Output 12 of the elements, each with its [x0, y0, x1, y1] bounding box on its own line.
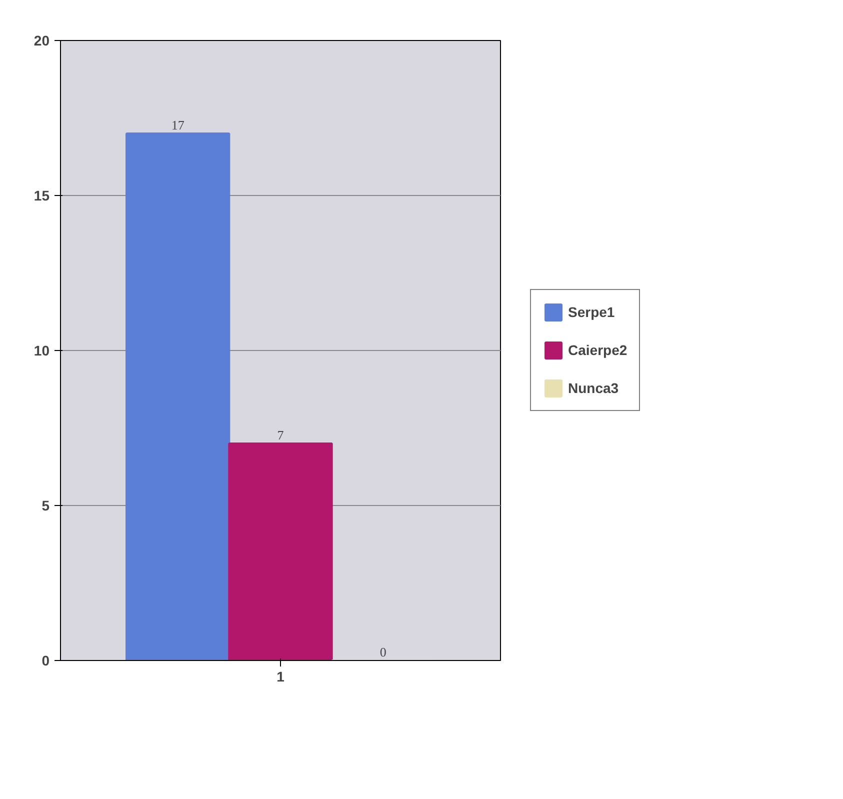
y-tick-label: 10	[34, 342, 50, 358]
data-label: 7	[277, 428, 284, 442]
legend-label: Nunca3	[568, 380, 619, 396]
legend-label: Serpe1	[568, 304, 615, 320]
data-label: 0	[380, 644, 386, 660]
y-tick-label: 5	[42, 498, 50, 514]
y-tick-label: 15	[34, 188, 50, 204]
y-tick-label: 20	[34, 32, 50, 48]
legend-label: Caierpe2	[568, 342, 628, 358]
data-label: 17	[171, 118, 185, 132]
x-tick-label: 1	[276, 668, 285, 684]
y-tick-label: 0	[42, 652, 50, 668]
